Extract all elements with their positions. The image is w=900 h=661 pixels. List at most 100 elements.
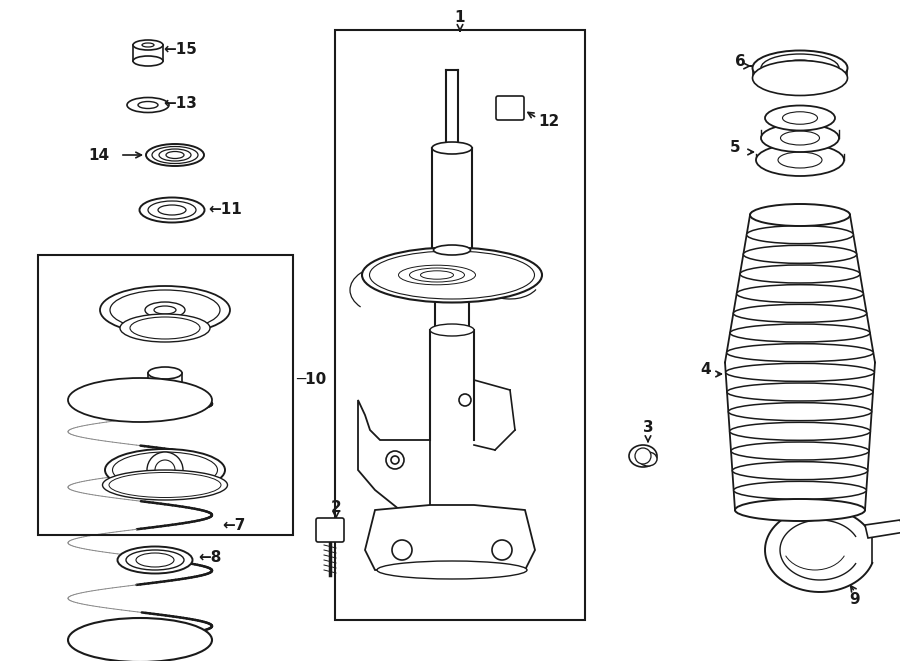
Text: 9: 9	[850, 592, 860, 607]
Text: 2: 2	[330, 500, 341, 516]
Ellipse shape	[377, 561, 527, 579]
Ellipse shape	[727, 383, 873, 401]
Ellipse shape	[68, 618, 212, 661]
Ellipse shape	[756, 144, 844, 176]
Ellipse shape	[410, 268, 464, 282]
Ellipse shape	[733, 461, 868, 480]
Ellipse shape	[133, 56, 163, 66]
Circle shape	[459, 394, 471, 406]
Ellipse shape	[752, 61, 848, 95]
Ellipse shape	[110, 290, 220, 330]
Ellipse shape	[743, 245, 857, 263]
Text: ←7: ←7	[222, 518, 246, 533]
Text: 4: 4	[700, 362, 711, 377]
Ellipse shape	[750, 204, 850, 226]
Ellipse shape	[143, 383, 187, 397]
Ellipse shape	[100, 286, 230, 334]
Text: ←13: ←13	[163, 97, 197, 112]
Polygon shape	[358, 400, 430, 520]
Ellipse shape	[740, 265, 860, 283]
Ellipse shape	[765, 106, 835, 130]
Ellipse shape	[166, 151, 184, 159]
Ellipse shape	[735, 501, 865, 519]
Ellipse shape	[420, 271, 454, 279]
Ellipse shape	[105, 449, 225, 491]
Ellipse shape	[747, 225, 853, 244]
Text: 6: 6	[735, 54, 746, 69]
Ellipse shape	[726, 344, 873, 362]
Polygon shape	[865, 520, 900, 538]
Ellipse shape	[731, 442, 869, 460]
Ellipse shape	[725, 364, 874, 381]
Circle shape	[492, 540, 512, 560]
Ellipse shape	[735, 499, 865, 521]
Ellipse shape	[138, 102, 158, 108]
Ellipse shape	[780, 131, 820, 145]
Text: 3: 3	[643, 420, 653, 436]
Ellipse shape	[148, 201, 196, 219]
Ellipse shape	[103, 470, 228, 500]
Circle shape	[391, 456, 399, 464]
Ellipse shape	[136, 553, 174, 567]
Circle shape	[155, 460, 175, 480]
Ellipse shape	[778, 60, 823, 76]
Circle shape	[635, 448, 651, 464]
Ellipse shape	[127, 98, 169, 112]
Ellipse shape	[734, 304, 867, 323]
Text: ←8: ←8	[198, 551, 221, 566]
Ellipse shape	[752, 50, 848, 85]
Ellipse shape	[145, 302, 185, 318]
Ellipse shape	[434, 325, 471, 335]
Ellipse shape	[130, 317, 200, 339]
Ellipse shape	[788, 63, 813, 73]
Ellipse shape	[734, 481, 867, 499]
Ellipse shape	[133, 40, 163, 50]
Ellipse shape	[761, 54, 839, 82]
Ellipse shape	[750, 206, 850, 224]
Text: ←15: ←15	[163, 42, 197, 58]
Ellipse shape	[68, 378, 212, 422]
Ellipse shape	[109, 473, 221, 498]
Ellipse shape	[362, 247, 542, 303]
Ellipse shape	[120, 314, 210, 342]
Ellipse shape	[629, 445, 657, 467]
Ellipse shape	[159, 149, 191, 161]
Ellipse shape	[126, 550, 184, 570]
FancyBboxPatch shape	[316, 518, 344, 542]
Bar	[335, 30, 585, 620]
Ellipse shape	[434, 245, 471, 255]
Text: 12: 12	[538, 114, 559, 130]
Text: 5: 5	[730, 141, 741, 155]
Ellipse shape	[148, 367, 182, 379]
Ellipse shape	[730, 422, 870, 440]
Ellipse shape	[432, 142, 472, 154]
Ellipse shape	[118, 547, 193, 574]
Ellipse shape	[158, 205, 186, 215]
Ellipse shape	[112, 452, 218, 488]
Ellipse shape	[737, 285, 863, 303]
Circle shape	[147, 452, 183, 488]
Ellipse shape	[148, 391, 182, 403]
Text: 1: 1	[454, 11, 465, 26]
Text: ←11: ←11	[208, 202, 242, 217]
Ellipse shape	[639, 452, 657, 466]
Ellipse shape	[370, 251, 535, 299]
FancyBboxPatch shape	[496, 96, 524, 120]
Ellipse shape	[778, 152, 822, 168]
Ellipse shape	[154, 306, 176, 314]
Ellipse shape	[399, 265, 475, 285]
Ellipse shape	[140, 198, 204, 223]
Ellipse shape	[430, 324, 474, 336]
Ellipse shape	[782, 112, 817, 124]
Ellipse shape	[728, 403, 872, 420]
Ellipse shape	[761, 124, 839, 152]
Ellipse shape	[146, 144, 204, 166]
Circle shape	[386, 451, 404, 469]
Ellipse shape	[730, 324, 870, 342]
Circle shape	[392, 540, 412, 560]
Ellipse shape	[142, 43, 154, 47]
Text: ─10: ─10	[296, 373, 326, 387]
Polygon shape	[365, 505, 535, 570]
Text: 14: 14	[88, 147, 109, 163]
Bar	[38, 255, 293, 535]
